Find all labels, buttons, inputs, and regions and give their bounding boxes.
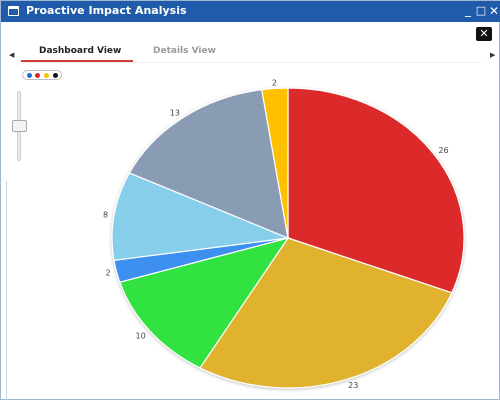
pie-slice-6[interactable]	[261, 87, 289, 239]
legend-yellow-dot	[44, 73, 49, 78]
panel-close-button[interactable]: ✕	[476, 27, 492, 41]
color-legend-toggle[interactable]	[22, 70, 62, 80]
legend-blue-dot	[27, 73, 32, 78]
pie-slice-label-5: 13	[170, 108, 180, 117]
panel-border	[6, 181, 7, 400]
window-icon	[8, 6, 19, 16]
tab-scroll-left-icon[interactable]: ◀	[9, 51, 15, 59]
tab-scroll-right-icon[interactable]: ▶	[490, 51, 496, 59]
pie-slice-label-1: 23	[348, 381, 358, 390]
pie-slice-label-6: 2	[272, 78, 277, 87]
pie-slice-label-4: 8	[103, 211, 108, 220]
close-window-button[interactable]: ✕	[488, 4, 500, 18]
pie-slice-label-2: 10	[136, 331, 146, 340]
pie-slice-5[interactable]	[128, 89, 289, 239]
legend-black-dot	[53, 73, 58, 78]
zoom-slider-thumb[interactable]	[12, 120, 27, 132]
active-tab-indicator	[21, 60, 133, 62]
maximize-button[interactable]: □	[475, 4, 487, 17]
pie-slice-2[interactable]	[119, 237, 290, 369]
title-bar[interactable]: Proactive Impact Analysis _ □ ✕	[1, 1, 500, 22]
tab-dashboard-view[interactable]: Dashboard View	[39, 46, 122, 56]
pie-slice-label-0: 26	[438, 146, 448, 155]
pie-slice-4[interactable]	[111, 172, 291, 262]
window-title: Proactive Impact Analysis	[26, 4, 187, 17]
minimize-button[interactable]: _	[465, 3, 471, 17]
tab-divider	[21, 62, 481, 63]
pie-slice-0[interactable]	[287, 87, 465, 294]
legend-red-dot	[35, 73, 40, 78]
pie-slice-label-3: 2	[105, 269, 110, 278]
tab-details-view[interactable]: Details View	[153, 46, 216, 56]
